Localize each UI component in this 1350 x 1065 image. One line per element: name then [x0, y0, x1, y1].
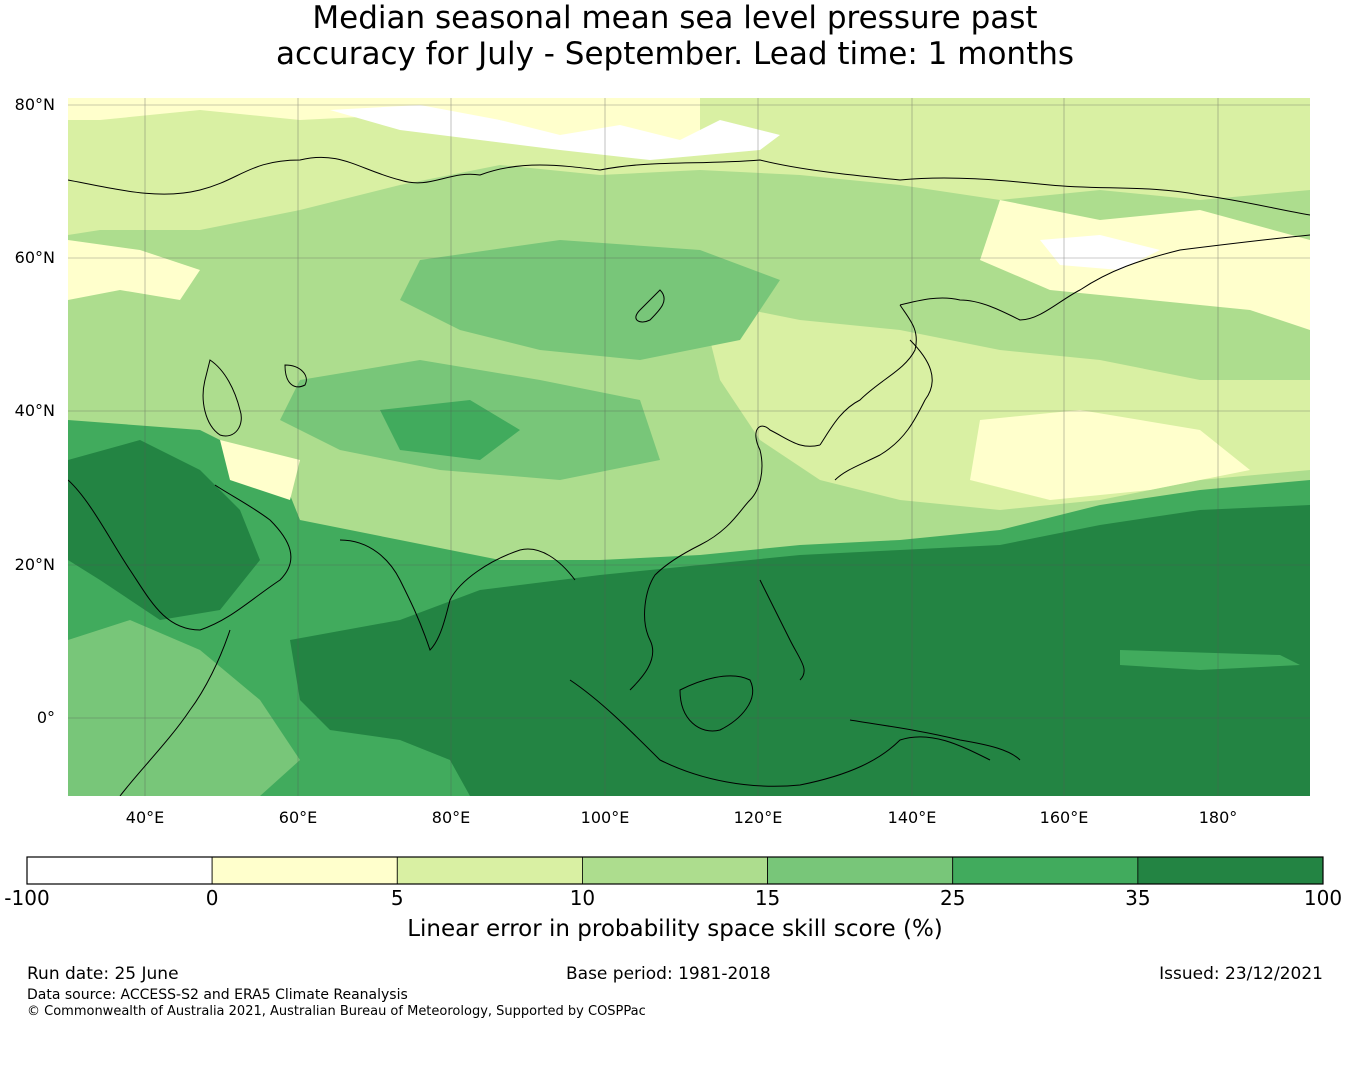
colorbar-segment: [396, 856, 583, 885]
colorbar-tick-label: 35: [1125, 886, 1151, 910]
colorbar-tick-label: 25: [939, 886, 966, 910]
colorbar-label: Linear error in probability space skill …: [407, 916, 943, 942]
lon-label-40e: 40°E: [126, 808, 164, 827]
lon-label-60e: 60°E: [279, 808, 317, 827]
lon-label-80e: 80°E: [432, 808, 470, 827]
longitude-labels: 40°E 60°E 80°E 100°E 120°E 140°E 160°E 1…: [126, 808, 1238, 827]
colorbar-tick-label: 15: [754, 886, 781, 910]
base-period: Base period: 1981-2018: [566, 964, 771, 984]
colorbar-tick-label: 100: [1303, 886, 1343, 910]
lat-label-80n: 80°N: [15, 95, 55, 114]
run-date: Run date: 25 June: [27, 964, 179, 984]
lat-label-60n: 60°N: [15, 248, 55, 267]
colorbar: [26, 856, 1324, 885]
title-line-1: Median seasonal mean sea level pressure …: [312, 0, 1038, 36]
colorbar-outline: [26, 856, 1324, 885]
colorbar-segment: [582, 856, 768, 885]
lon-label-100e: 100°E: [581, 808, 630, 827]
colorbar-segment: [211, 856, 398, 885]
skill-map: 80°N 60°N 40°N 20°N 0° 40°E 60°E 80°E 10…: [15, 95, 1310, 827]
skill-field: [68, 98, 1310, 796]
colorbar-tick-label: 0: [205, 886, 219, 910]
chart-title: Median seasonal mean sea level pressure …: [0, 0, 1350, 72]
colorbar-segment: [26, 856, 213, 885]
lon-label-120e: 120°E: [734, 808, 783, 827]
graticule: [68, 98, 1310, 796]
colorbar-segment: [767, 856, 954, 885]
colorbar-tick-label: 10: [569, 886, 596, 910]
data-source: Data source: ACCESS-S2 and ERA5 Climate …: [27, 987, 408, 1003]
copyright: © Commonwealth of Australia 2021, Austra…: [27, 1004, 646, 1019]
lon-label-160e: 160°E: [1040, 808, 1089, 827]
lat-label-0: 0°: [37, 708, 55, 727]
title-line-2: accuracy for July - September. Lead time…: [275, 36, 1075, 72]
lon-label-180: 180°: [1199, 808, 1238, 827]
latitude-labels: 80°N 60°N 40°N 20°N 0°: [15, 95, 55, 727]
colorbar-tick-label: -100: [4, 886, 50, 910]
colorbar-segment: [952, 856, 1139, 885]
lon-label-140e: 140°E: [888, 808, 937, 827]
lat-label-20n: 20°N: [15, 555, 55, 574]
colorbar-segment: [1137, 856, 1324, 885]
lat-label-40n: 40°N: [15, 401, 55, 420]
colorbar-tick-label: 5: [390, 886, 404, 910]
coastlines: [68, 156, 1310, 796]
issued-date: Issued: 23/12/2021: [1159, 964, 1323, 984]
